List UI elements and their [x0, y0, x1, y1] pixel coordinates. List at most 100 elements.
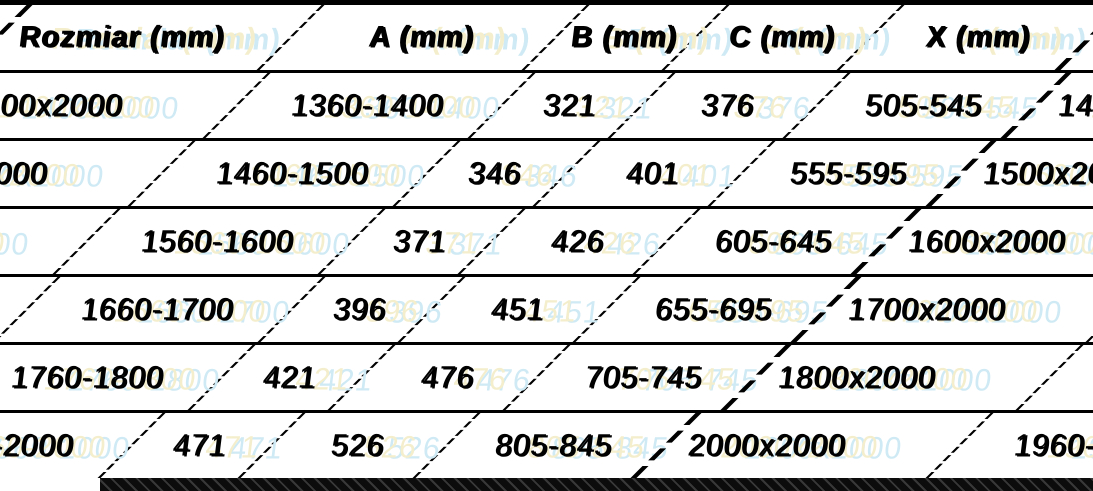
row-strip: 2000x20001960-2000471526805-8452000x2000… — [0, 413, 1093, 478]
row-copy: Rozmiar (mm) A (mm) B (mm) C (mm) X (mm) — [0, 5, 1087, 70]
cell-text: 1760-1800 — [9, 359, 166, 394]
table-cell: 401 — [565, 141, 740, 206]
cell-text: 1400x2000 — [0, 87, 125, 122]
table-cell: 1400x2000 — [0, 73, 235, 138]
cell-text: 371 — [391, 223, 449, 258]
cell-text: X (mm) — [923, 20, 1033, 54]
cell-text: 526 — [328, 427, 387, 462]
table-cell: 426 — [490, 209, 665, 274]
row-strip: 1400x2000 1360-1400 321 376 505-545 1400x2000… — [0, 73, 1093, 138]
header-cell: A (mm) — [289, 5, 554, 70]
table-cell: 1600x2000 — [0, 209, 85, 274]
table-cell: 1700x2000 — [823, 277, 1093, 342]
row-strip: 1700x20001660-1700396451655-6951700x2000… — [0, 277, 1093, 342]
cell-text: 401 — [623, 155, 682, 190]
table-header-row: Rozmiar (mm)A (mm)B (mm)C (mm)X (mm)Rozm… — [0, 5, 1093, 70]
cell-text: 476 — [418, 359, 477, 394]
table-cell: 1600x2000 — [883, 209, 1093, 274]
cell-text: 1560-1600 — [139, 223, 296, 258]
table-cell: 655-695 — [605, 277, 823, 342]
cell-text: 805-845 — [493, 427, 615, 462]
table-cell: 705-745 — [535, 345, 753, 410]
table-cell: 1360-1400 — [235, 73, 500, 138]
table-row: 1500x2000 1460-1500 346 401 555-595 1500x2000… — [0, 138, 1093, 206]
table-cell: 1500x2000 — [958, 141, 1093, 206]
table-cell: 1660-1700 — [25, 277, 290, 342]
bottom-border-bar — [100, 478, 1093, 491]
cell-text: 1800x2000 — [775, 359, 938, 394]
header-cell: C (mm) — [694, 5, 869, 70]
table-body: Rozmiar (mm)A (mm)B (mm)C (mm)X (mm)Rozm… — [0, 5, 1093, 478]
cell-text: B (mm) — [569, 20, 680, 54]
cell-text: 655-695 — [653, 291, 775, 326]
cell-text: 1400x2000 — [1055, 87, 1093, 122]
cell-text: 1460-1500 — [214, 155, 371, 190]
cell-text: 1700x2000 — [845, 291, 1008, 326]
header-cell: Rozmiar (mm) — [0, 5, 289, 70]
cell-text: 426 — [548, 223, 607, 258]
row-strip: Rozmiar (mm)A (mm)B (mm)C (mm)X (mm)Rozm… — [0, 5, 1093, 70]
table-row: 1600x2000 1560-1600 371 426 605-645 1600x2000… — [0, 206, 1093, 274]
cell-text: 505-545 — [863, 87, 985, 122]
cell-text: 451 — [488, 291, 547, 326]
table-cell: 451 — [430, 277, 605, 342]
cell-text: 705-745 — [583, 359, 705, 394]
row-copy: 1600x2000 1560-1600 371 426 605-645 — [0, 209, 883, 274]
cell-text: 1600x2000 — [905, 223, 1068, 258]
row-strip: 1500x2000 1460-1500 346 401 555-595 1500x2000… — [0, 141, 1093, 206]
cell-text: 555-595 — [788, 155, 910, 190]
cell-text: 376 — [698, 87, 757, 122]
cell-text: 1960-2000 — [1012, 427, 1093, 462]
table-cell: 805-845 — [445, 413, 663, 478]
cell-text: C (mm) — [726, 20, 837, 54]
cell-text: 1500x2000 — [0, 155, 50, 190]
row-copy: Rozmiar (mm)A (mm)B (mm)C (mm)X (mm) — [1054, 5, 1093, 70]
table-cell: 1800x2000 — [753, 345, 1048, 410]
cell-text: 1660-1700 — [79, 291, 236, 326]
row-copy: 1400x2000 1360-1400 321 376 505-545 — [0, 73, 1033, 138]
table-cell: 1960-2000 — [0, 413, 130, 478]
table-cell: 2000x2000 — [663, 413, 958, 478]
table-row: 1700x20001660-1700396451655-6951700x2000… — [0, 274, 1093, 342]
table-cell: 476 — [360, 345, 535, 410]
table-cell: 1400x2000 — [1033, 73, 1093, 138]
table-cell: 605-645 — [665, 209, 883, 274]
cell-text: 346 — [466, 155, 524, 190]
table-cell: 376 — [640, 73, 815, 138]
table-cell: 555-595 — [740, 141, 958, 206]
row-strip: 1600x2000 1560-1600 371 426 605-645 1600x2000… — [0, 209, 1093, 274]
cell-text: 471 — [171, 427, 229, 462]
cell-text: 421 — [261, 359, 319, 394]
table-cell: 526 — [270, 413, 445, 478]
cell-text: 321 — [541, 87, 599, 122]
cell-text: A (mm) — [367, 20, 476, 54]
cell-text: 1360-1400 — [289, 87, 446, 122]
cell-text: 2000x2000 — [685, 427, 848, 462]
cell-text: Rozmiar (mm) — [17, 20, 227, 54]
cell-text: 1960-2000 — [0, 427, 76, 462]
table-cell: 1560-1600 — [85, 209, 350, 274]
table-cell: 1460-1500 — [160, 141, 425, 206]
row-strip: 1800x20001760-1800421476705-7451800x2000… — [0, 345, 1093, 410]
table-cell: 1760-1800 — [0, 345, 220, 410]
table-row: 1800x20001760-1800421476705-7451800x2000… — [0, 342, 1093, 410]
header-cell: X (mm) — [869, 5, 1087, 70]
cell-text: 1500x2000 — [980, 155, 1093, 190]
table-cell: 505-545 — [815, 73, 1033, 138]
cell-text: 396 — [331, 291, 389, 326]
table-row: 1400x2000 1360-1400 321 376 505-545 1400x2000… — [0, 70, 1093, 138]
table-row: 2000x20001960-2000471526805-8452000x2000… — [0, 410, 1093, 478]
row-copy: 1500x2000 1460-1500 346 401 555-595 — [0, 141, 958, 206]
cell-text: 605-645 — [713, 223, 835, 258]
table-cell: 1960-2000 — [958, 413, 1093, 478]
